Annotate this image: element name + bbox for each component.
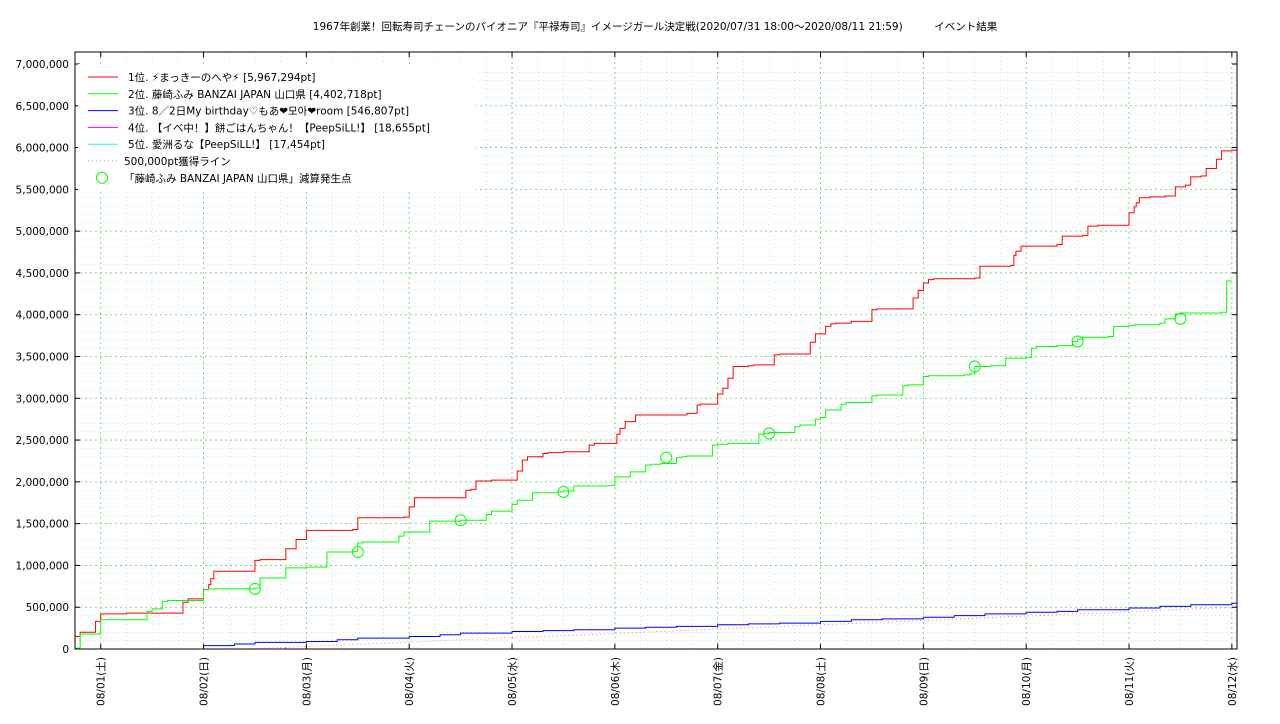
legend-entry-label: 「藤崎ふみ BANZAI JAPAN 山口県」減算発生点 — [124, 172, 352, 185]
y-tick-label: 7,000,000 — [16, 59, 69, 71]
x-tick-label: 08/01(土) — [95, 657, 108, 706]
y-tick-label: 3,500,000 — [16, 352, 69, 364]
series-line-6 — [244, 606, 1238, 650]
legend-marker-symbol — [96, 171, 108, 184]
y-tick-label: 0 — [62, 644, 69, 656]
series-layer — [75, 149, 1238, 650]
x-tick-label: 08/03(月) — [301, 657, 313, 706]
legend-entry-label: 5位. 愛洲るな【PeepSiLL!】 [17,454pt] — [128, 138, 325, 151]
legend-entry-label: 4位. 【イベ中！】餅ごはんちゃん！【PeepSiLL!】 [18,655pt] — [128, 121, 430, 134]
plot-frame — [74, 51, 1238, 650]
deduction-marker — [351, 546, 364, 559]
y-tick-label: 500,000 — [26, 602, 69, 614]
deduction-marker — [660, 451, 673, 464]
series-line-2 — [75, 280, 1232, 649]
x-tick-label: 08/12(水) — [1227, 657, 1239, 706]
x-tick-label: 08/08(土) — [815, 657, 828, 706]
deduction-marker — [248, 582, 261, 595]
axis-layer: 0 500,000 1,000,000 1,500,000 2,000,000 2,500… — [16, 52, 1239, 706]
y-tick-label: 5,500,000 — [16, 184, 69, 196]
deduction-marker — [454, 514, 467, 527]
y-tick-label: 3,000,000 — [16, 393, 69, 405]
y-tick-label: 6,000,000 — [16, 143, 69, 155]
deduction-marker — [1174, 312, 1187, 325]
y-tick-label: 4,000,000 — [16, 310, 69, 322]
legend-entry-label: 3位. 8／2日My birthday♡もあ❤모아❤room [546,807p… — [128, 105, 409, 118]
x-tick-label: 08/04(火) — [404, 657, 416, 706]
y-tick-label: 5,000,000 — [16, 226, 69, 238]
deduction-marker — [1071, 335, 1084, 348]
series-line-1 — [75, 149, 1237, 637]
legend-entry-label: 1位. ⚡まっきーのへや⚡ [5,967,294pt] — [128, 71, 315, 84]
legend-entry-label: 500,000pt獲得ライン — [124, 155, 231, 168]
x-tick-label: 08/06(木) — [610, 657, 622, 706]
y-tick-label: 2,500,000 — [16, 435, 69, 447]
grid-layer — [74, 52, 1237, 649]
legend: 1位. ⚡まっきーのへや⚡ [5,967,294pt] 2位. 藤崎ふみ BANZ… — [78, 64, 476, 190]
legend-background — [78, 64, 476, 190]
x-tick-label: 08/07(金) — [712, 657, 725, 706]
x-tick-label: 08/11(火) — [1124, 657, 1136, 706]
x-tick-label: 08/05(水) — [507, 657, 519, 706]
series-line-3 — [203, 602, 1237, 647]
deduction-marker — [763, 427, 776, 440]
marker-layer — [248, 312, 1187, 595]
y-tick-label: 1,000,000 — [16, 560, 69, 572]
y-tick-label: 2,000,000 — [16, 477, 69, 489]
x-tick-label: 08/09(日) — [918, 657, 930, 706]
chart-title: 1967年創業！回転寿司チェーンのパイオニア『平禄寿司』イメージガール決定戦(2… — [313, 20, 998, 33]
x-tick-label: 08/02(日) — [199, 657, 211, 706]
deduction-marker — [968, 360, 981, 373]
deduction-marker — [557, 485, 570, 498]
legend-entry-label: 2位. 藤崎ふみ BANZAI JAPAN 山口県 [4,402,718pt] — [128, 88, 382, 101]
y-tick-label: 1,500,000 — [16, 519, 69, 531]
y-tick-label: 4,500,000 — [16, 268, 69, 280]
x-tick-label: 08/10(月) — [1021, 657, 1033, 706]
y-tick-label: 6,500,000 — [16, 101, 69, 113]
